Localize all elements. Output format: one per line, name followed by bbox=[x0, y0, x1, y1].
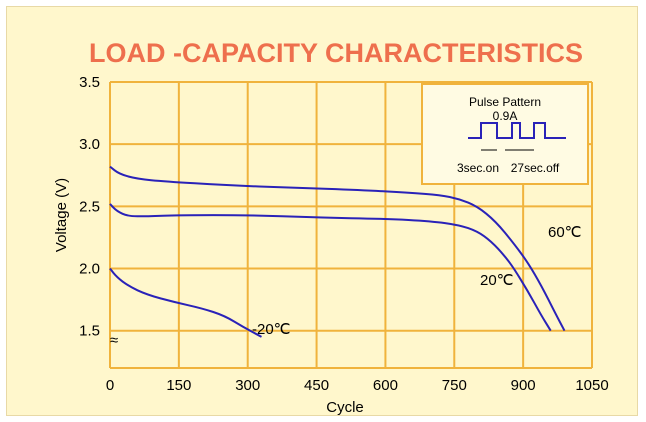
y-tick-label: 1.5 bbox=[79, 323, 100, 340]
x-tick-label: 750 bbox=[442, 377, 467, 394]
series-label: 60℃ bbox=[548, 224, 582, 241]
y-axis-label: Voltage (V) bbox=[53, 178, 70, 252]
axis-break-symbol: ≈ bbox=[110, 332, 118, 349]
series-line bbox=[109, 165, 566, 332]
pulse-waveform bbox=[468, 122, 566, 139]
series-line bbox=[109, 203, 552, 332]
inset-box bbox=[421, 83, 589, 185]
x-axis-label: Cycle bbox=[326, 399, 364, 416]
x-tick-label: 1050 bbox=[575, 377, 608, 394]
x-tick-label: 450 bbox=[304, 377, 329, 394]
x-tick-label: 150 bbox=[166, 377, 191, 394]
x-tick-label: 900 bbox=[511, 377, 536, 394]
inset-title: Pulse Pattern bbox=[469, 95, 541, 109]
y-tick-label: 3.5 bbox=[79, 74, 100, 91]
y-tick-label: 2.5 bbox=[79, 198, 100, 215]
inset-off-label: 27sec.off bbox=[511, 161, 560, 175]
y-tick-label: 2.0 bbox=[79, 261, 100, 278]
tick-labels: 0 150 300 450 600 750 900 1050 1.5 2.0 2.5 3.0 3.5 bbox=[79, 74, 609, 394]
x-tick-label: 0 bbox=[106, 377, 114, 394]
chart-panel bbox=[6, 6, 638, 416]
series-line bbox=[109, 267, 262, 338]
inset-on-label: 3sec.on bbox=[457, 161, 499, 175]
x-tick-label: 600 bbox=[373, 377, 398, 394]
series-group: 60℃ 20℃ -20℃ bbox=[109, 165, 582, 338]
series-label: -20℃ bbox=[252, 321, 291, 338]
x-tick-label: 300 bbox=[235, 377, 260, 394]
chart-title: LOAD -CAPACITY CHARACTERISTICS bbox=[89, 38, 583, 68]
grid bbox=[109, 81, 593, 369]
series-label: 20℃ bbox=[480, 272, 514, 289]
y-tick-label: 3.0 bbox=[79, 136, 100, 153]
inset-amplitude: 0.9A bbox=[493, 109, 518, 123]
